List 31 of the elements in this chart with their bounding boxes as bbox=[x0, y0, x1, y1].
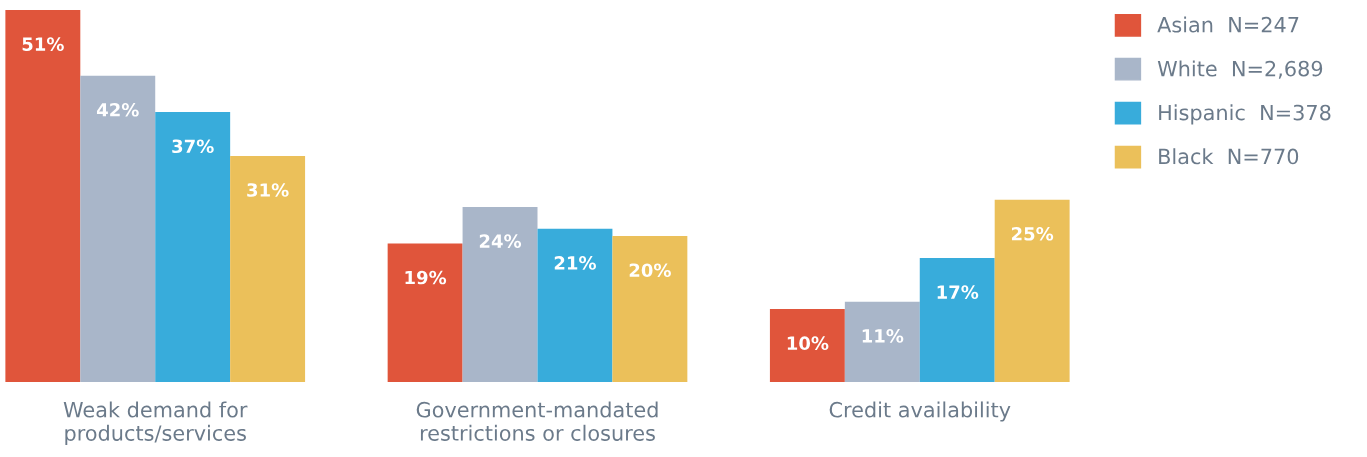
data-label: 11% bbox=[862, 329, 904, 343]
data-label: 19% bbox=[405, 270, 447, 285]
bar bbox=[994, 199, 1070, 382]
bar bbox=[612, 236, 688, 382]
bar bbox=[155, 112, 231, 382]
data-label: 37% bbox=[172, 139, 214, 154]
legend-label: Hispanic N=378 bbox=[1159, 104, 1331, 125]
data-label: 25% bbox=[1011, 226, 1054, 241]
bar bbox=[769, 309, 845, 382]
x-tick-label: Credit availability bbox=[829, 401, 1011, 422]
legend-label: Black N=770 bbox=[1159, 148, 1299, 165]
data-label: 21% bbox=[554, 256, 596, 270]
bar bbox=[230, 155, 306, 382]
data-label: 31% bbox=[247, 183, 289, 197]
bar bbox=[462, 206, 538, 382]
bar bbox=[387, 243, 463, 382]
bar bbox=[537, 228, 613, 382]
data-label: 24% bbox=[479, 234, 522, 248]
bar bbox=[80, 75, 156, 382]
bar bbox=[844, 301, 920, 382]
data-label: 10% bbox=[787, 336, 829, 351]
legend-label: White N=2,689 bbox=[1157, 60, 1323, 79]
x-tick-label: Weak demand for products/services bbox=[63, 401, 248, 445]
data-label: 51% bbox=[22, 37, 64, 51]
data-label: 17% bbox=[937, 285, 979, 299]
x-tick-label: Government-mandated restrictions or closures bbox=[416, 401, 658, 441]
data-label: 42% bbox=[96, 102, 139, 117]
bar bbox=[919, 258, 995, 382]
bar bbox=[5, 10, 81, 382]
legend-label: Asian N=247 bbox=[1157, 16, 1299, 33]
data-label: 20% bbox=[629, 263, 671, 278]
